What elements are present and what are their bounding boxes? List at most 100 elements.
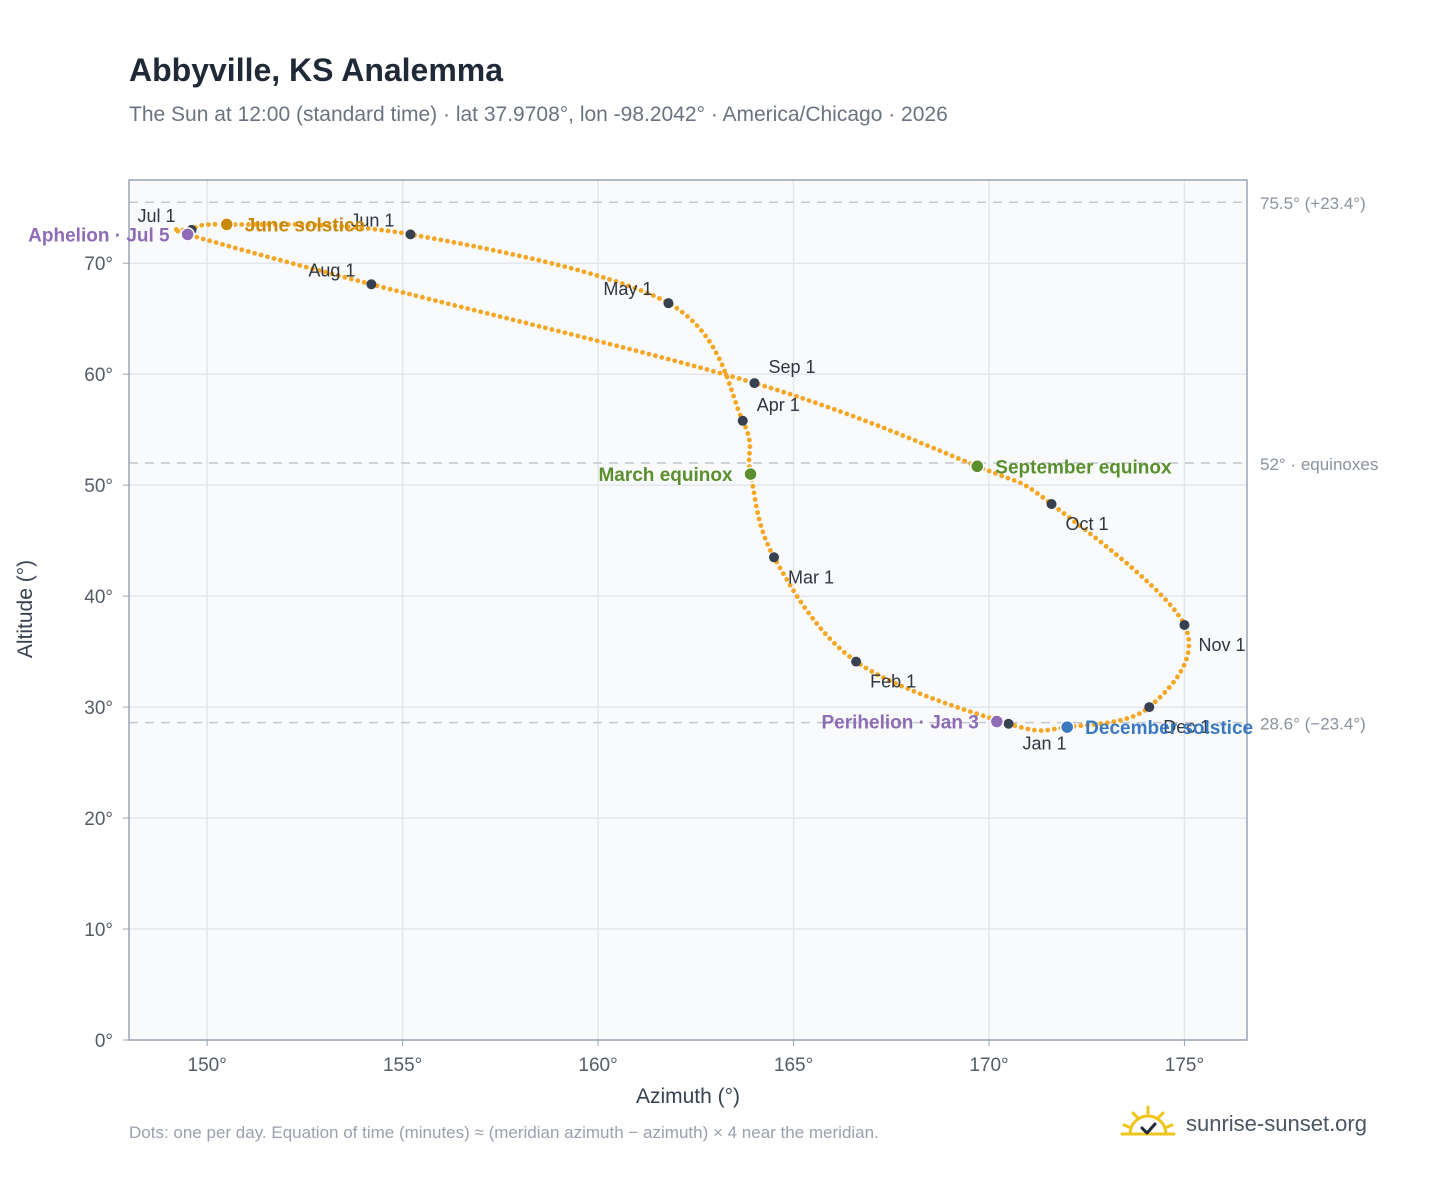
day-dot [1061, 511, 1067, 516]
day-dot [445, 301, 451, 307]
day-dot [657, 296, 662, 301]
day-dot [1175, 674, 1180, 680]
day-dot [290, 261, 296, 267]
day-dot [259, 222, 265, 227]
day-dot [1166, 685, 1172, 690]
day-dot [588, 271, 593, 276]
event-label: June solstice [245, 215, 365, 236]
day-dot [464, 242, 470, 248]
day-dot [850, 413, 856, 419]
day-dot [279, 222, 285, 227]
day-dot [613, 279, 619, 284]
day-dot [312, 222, 318, 228]
day-dot [831, 407, 837, 412]
month-label: Aug 1 [308, 260, 355, 280]
day-dot [827, 636, 833, 641]
day-dot [999, 473, 1005, 479]
month-label: May 1 [603, 279, 652, 299]
day-dot [1184, 656, 1189, 662]
day-dot [794, 393, 799, 399]
day-dot [844, 411, 850, 417]
day-dot [923, 693, 929, 699]
footnote: Dots: one per day. Equation of time (min… [129, 1123, 879, 1142]
day-dot [212, 221, 218, 227]
day-dot [819, 402, 825, 408]
day-dot [510, 252, 516, 257]
day-dot [747, 444, 753, 449]
day-dot [813, 400, 818, 406]
month-marker [851, 656, 862, 667]
day-dot [359, 225, 365, 231]
day-dot [1114, 552, 1119, 558]
day-dot [523, 320, 529, 326]
day-dot [1091, 722, 1097, 727]
day-dot [555, 262, 561, 268]
y-tick-label: 50° [84, 476, 113, 497]
day-dot [626, 283, 631, 289]
date-markers [180, 217, 1190, 735]
day-dot [332, 223, 338, 229]
day-dot [258, 252, 264, 258]
day-dot [292, 222, 298, 227]
day-dot [1124, 716, 1130, 721]
day-dot [750, 483, 756, 489]
day-dot [425, 235, 431, 240]
day-dot [1011, 478, 1017, 483]
day-dot [881, 425, 887, 431]
day-dot [206, 222, 211, 228]
day-dot [627, 346, 632, 352]
day-dot [542, 259, 548, 265]
day-dot [716, 356, 722, 362]
x-tick-label: 175° [1165, 1055, 1204, 1076]
day-dot [722, 368, 727, 374]
y-tick-label: 70° [84, 254, 113, 275]
reference-line-label: 52° · equinoxes [1260, 455, 1378, 474]
day-dot [717, 370, 723, 376]
y-tick-label: 30° [84, 698, 113, 719]
day-dot [762, 383, 767, 389]
day-dot [802, 605, 808, 610]
day-dot [620, 345, 626, 350]
x-tick-label: 170° [969, 1055, 1008, 1076]
day-dot [912, 438, 918, 443]
day-dot [832, 641, 837, 646]
day-dot [594, 273, 600, 278]
day-dot [699, 328, 704, 333]
day-dot [698, 365, 703, 371]
day-dot [529, 256, 535, 262]
day-dot [993, 471, 998, 476]
day-dot [825, 404, 831, 410]
axis-ticks: 150° 155° 160° 165° 170° 175° 0° 10° 20° 30° 40° 50… [84, 254, 1204, 1076]
brand-name: sunrise-sunset.org [1186, 1111, 1367, 1136]
day-dot [348, 276, 354, 282]
day-dot [355, 278, 361, 284]
day-dot [372, 226, 378, 232]
day-dot [1186, 637, 1192, 642]
day-dot [731, 393, 736, 399]
day-dot [704, 367, 710, 372]
day-dot [491, 312, 496, 318]
day-dot [900, 433, 906, 438]
day-dot [1098, 721, 1104, 727]
day-dot [869, 420, 875, 426]
day-dot [413, 293, 419, 299]
day-dot [614, 343, 619, 349]
day-dot [1129, 565, 1135, 570]
day-dot [278, 257, 283, 263]
day-dot [678, 360, 684, 365]
day-dot [1124, 560, 1130, 566]
day-dot [818, 626, 824, 632]
event-marker [743, 466, 758, 482]
day-dot [400, 290, 406, 295]
brand[interactable]: sunrise-sunset.org [1120, 1100, 1367, 1148]
month-label: Oct 1 [1066, 514, 1109, 534]
day-dot [653, 353, 658, 359]
day-dot [747, 450, 752, 456]
month-label: Sep 1 [768, 357, 815, 377]
plot-frame [128, 179, 1248, 1041]
day-dot [753, 503, 759, 509]
day-dot [601, 340, 607, 345]
day-dot [562, 264, 568, 269]
day-dot [477, 245, 483, 250]
